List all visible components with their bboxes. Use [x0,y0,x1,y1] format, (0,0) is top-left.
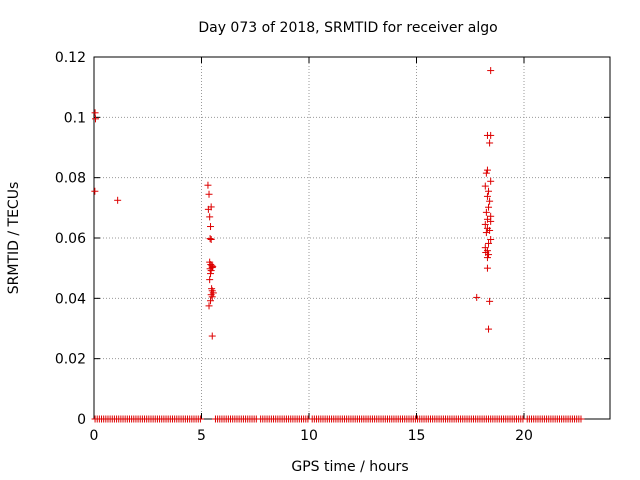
y-axis-label: SRMTID / TECUs [6,182,22,295]
grid [94,57,610,419]
x-tick-label: 10 [300,428,318,444]
data-point [483,247,491,255]
axis-ticks [93,56,610,420]
y-tick-label: 0.02 [55,352,86,368]
data-point [487,217,495,225]
data-point [205,190,213,198]
data-point [482,229,490,237]
x-axis-tick-labels: 0 5 10 15 20 [90,428,533,444]
data-point [92,115,100,123]
data-point [483,166,491,174]
y-tick-label: 0.12 [55,50,86,66]
data-point [487,67,495,75]
data-point [473,293,481,301]
data-point [485,325,493,333]
data-point [207,297,215,305]
data-point [207,236,215,244]
data-point [209,263,217,271]
data-point [483,264,491,272]
baseline-series [91,415,585,423]
data-point [487,236,495,244]
x-axis-label: GPS time / hours [291,459,408,475]
baseline-point [196,415,204,423]
data-point [482,169,490,177]
data-point [207,270,215,278]
baseline-point [577,415,585,423]
data-point [204,181,212,189]
data-point [485,251,493,259]
y-axis-tick-labels: 0 0.02 0.04 0.06 0.08 0.1 0.12 [55,50,86,428]
data-point [483,254,491,262]
chart-title: Day 073 of 2018, SRMTID for receiver alg… [198,20,497,36]
data-point [487,131,495,139]
y-tick-label: 0.06 [55,231,86,247]
data-series [91,67,495,340]
data-point [485,239,493,247]
data-point [206,235,214,243]
y-tick-label: 0.08 [55,171,86,187]
data-point [206,213,214,221]
data-point [486,139,494,147]
data-point [485,187,493,195]
data-point [208,293,216,301]
y-tick-label: 0.04 [55,291,86,307]
data-point [485,203,493,211]
data-point [114,196,122,204]
y-tick-label: 0.1 [64,110,86,126]
data-point [487,177,495,185]
data-point [482,208,490,216]
data-point [207,267,215,275]
x-tick-label: 5 [197,428,206,444]
data-point [205,302,213,310]
x-tick-label: 20 [515,428,533,444]
data-point [481,220,489,228]
x-tick-label: 0 [90,428,99,444]
data-point [481,182,489,190]
data-point [208,332,216,340]
data-point [204,205,212,213]
data-point [486,197,494,205]
y-tick-label: 0 [77,412,86,428]
data-point [207,223,215,231]
data-point [486,297,494,305]
data-point [91,109,99,117]
x-tick-label: 15 [408,428,426,444]
data-point [206,276,214,284]
data-point [91,187,99,195]
data-point [483,192,491,200]
